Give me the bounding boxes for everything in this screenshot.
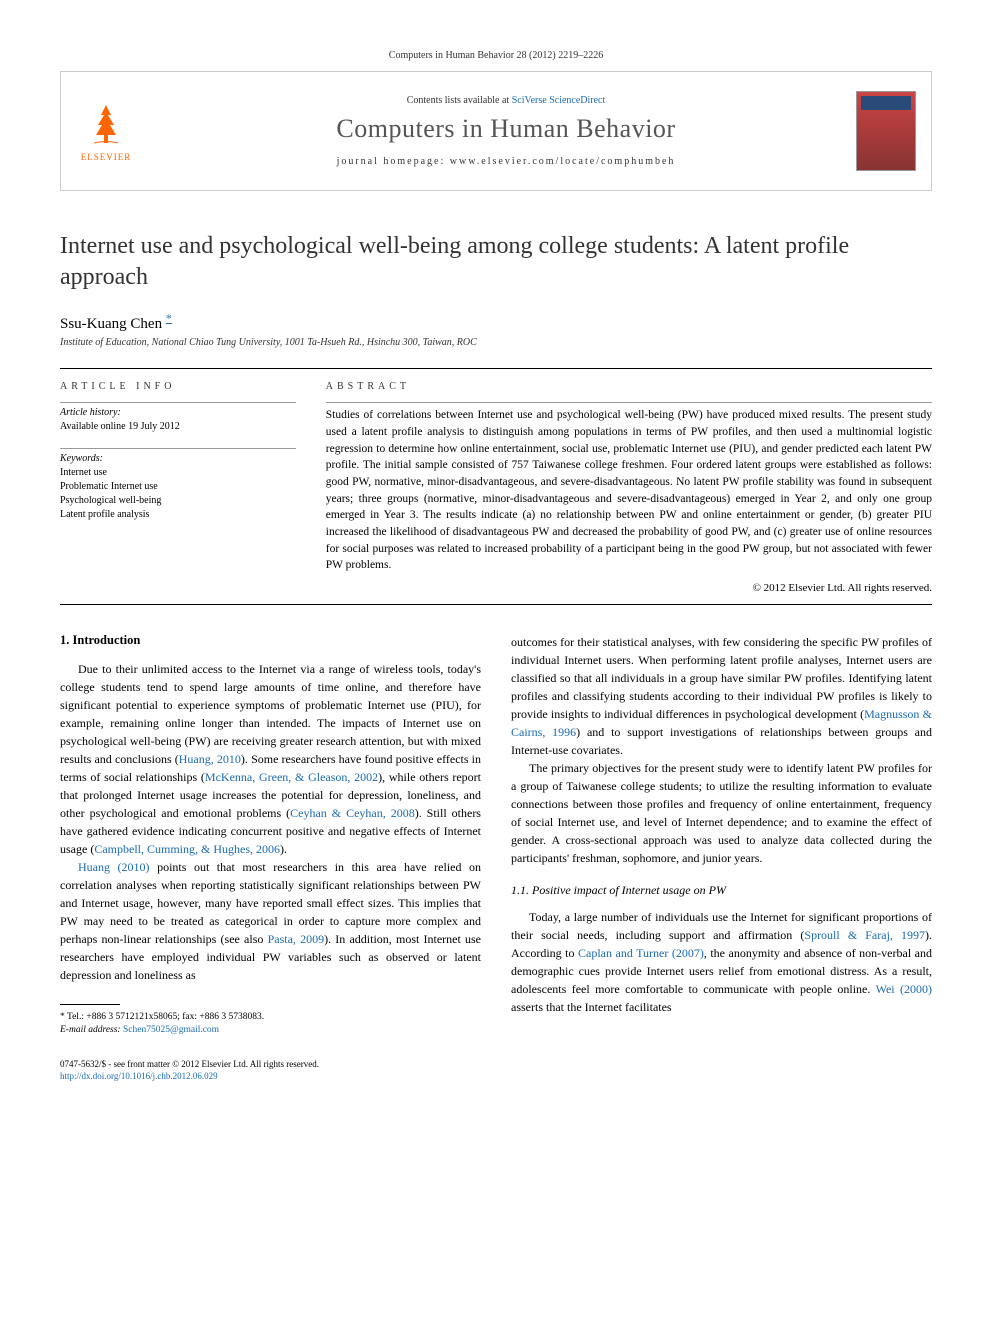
citation-link[interactable]: Ceyhan & Ceyhan, 2008 [290,806,415,820]
journal-header-box: ELSEVIER Contents lists available at Sci… [60,71,932,191]
left-column: 1. Introduction Due to their unlimited a… [60,633,481,1083]
subsection-heading: 1.1. Positive impact of Internet usage o… [511,883,932,898]
header-center: Contents lists available at SciVerse Sci… [156,95,856,167]
divider [326,402,932,403]
homepage-url: www.elsevier.com/locate/comphumbeh [450,156,676,167]
divider [60,604,932,605]
history-date: Available online 19 July 2012 [60,420,296,434]
divider [60,368,932,369]
footer-block: 0747-5632/$ - see front matter © 2012 El… [60,1058,481,1083]
contents-available-line: Contents lists available at SciVerse Sci… [156,95,856,106]
keywords-heading: Keywords: [60,453,296,464]
abstract-label: ABSTRACT [326,381,932,392]
citation-link[interactable]: Huang (2010) [78,860,150,874]
paragraph: The primary objectives for the present s… [511,759,932,867]
citation-link[interactable]: Wei (2000) [876,982,932,996]
article-info-column: ARTICLE INFO Article history: Available … [60,381,296,594]
citation-link[interactable]: Pasta, 2009 [268,932,325,946]
citation-line: Computers in Human Behavior 28 (2012) 22… [60,50,932,61]
page-container: Computers in Human Behavior 28 (2012) 22… [0,0,992,1133]
section-heading: 1. Introduction [60,633,481,648]
right-column: outcomes for their statistical analyses,… [511,633,932,1083]
journal-cover-thumbnail [856,91,916,171]
email-label: E-mail address: [60,1025,123,1035]
homepage-line: journal homepage: www.elsevier.com/locat… [156,156,856,167]
keyword: Problematic Internet use [60,480,296,494]
doi-link[interactable]: http://dx.doi.org/10.1016/j.chb.2012.06.… [60,1071,218,1081]
abstract-copyright: © 2012 Elsevier Ltd. All rights reserved… [326,582,932,594]
sciencedirect-link[interactable]: SciVerse ScienceDirect [512,95,606,106]
article-title: Internet use and psychological well-bein… [60,231,932,293]
body-two-columns: 1. Introduction Due to their unlimited a… [60,633,932,1083]
affiliation: Institute of Education, National Chiao T… [60,337,932,348]
email-link[interactable]: Schen75025@gmail.com [123,1025,219,1035]
corresponding-author-marker[interactable]: * [166,311,172,325]
journal-name: Computers in Human Behavior [156,114,856,144]
homepage-prefix: journal homepage: [337,156,450,167]
tree-icon [86,100,126,150]
abstract-column: ABSTRACT Studies of correlations between… [326,381,932,594]
citation-link[interactable]: Caplan and Turner (2007) [578,946,704,960]
keyword: Latent profile analysis [60,508,296,522]
abstract-text: Studies of correlations between Internet… [326,407,932,574]
divider [60,402,296,403]
citation-link[interactable]: McKenna, Green, & Gleason, 2002 [205,770,378,784]
paragraph: outcomes for their statistical analyses,… [511,633,932,759]
citation-link[interactable]: Huang, 2010 [179,752,241,766]
footnote-separator [60,1004,120,1005]
paragraph: Huang (2010) points out that most resear… [60,858,481,984]
tel-value: +886 3 5712121x58065; fax: +886 3 573808… [86,1012,264,1022]
article-info-label: ARTICLE INFO [60,381,296,392]
author-line: Ssu-Kuang Chen * [60,311,932,333]
tel-label: * Tel.: [60,1012,86,1022]
citation-link[interactable]: Campbell, Cumming, & Hughes, 2006 [94,842,280,856]
author-name: Ssu-Kuang Chen [60,316,162,332]
citation-link[interactable]: Sproull & Faraj, 1997 [804,928,925,942]
paragraph: Today, a large number of individuals use… [511,908,932,1016]
history-heading: Article history: [60,407,296,418]
keywords-block: Keywords: Internet use Problematic Inter… [60,453,296,522]
elsevier-logo: ELSEVIER [76,96,136,166]
corresponding-footnote: * Tel.: +886 3 5712121x58065; fax: +886 … [60,1011,481,1038]
info-abstract-row: ARTICLE INFO Article history: Available … [60,381,932,594]
contents-prefix: Contents lists available at [407,95,512,106]
keyword: Psychological well-being [60,494,296,508]
paragraph: Due to their unlimited access to the Int… [60,660,481,858]
divider [60,448,296,449]
elsevier-logo-text: ELSEVIER [81,152,132,162]
article-history-block: Article history: Available online 19 Jul… [60,407,296,434]
issn-line: 0747-5632/$ - see front matter © 2012 El… [60,1058,481,1071]
keyword: Internet use [60,466,296,480]
